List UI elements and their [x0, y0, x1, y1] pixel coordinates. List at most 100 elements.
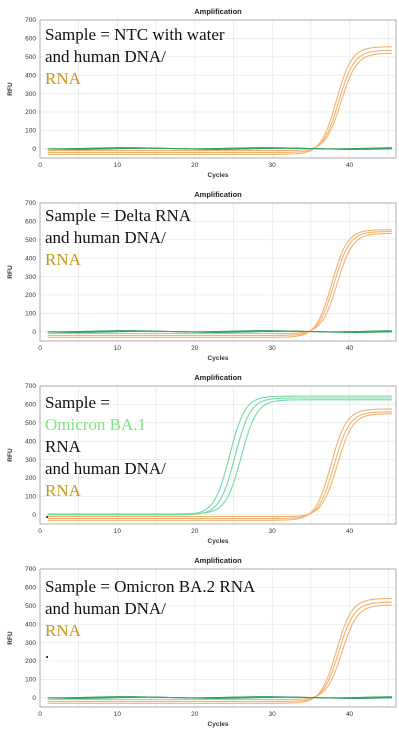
y-tick-label: 100 — [25, 494, 36, 501]
amplification-curve — [47, 408, 393, 521]
y-tick-label: 600 — [25, 585, 36, 592]
x-axis-label: Cycles — [208, 721, 229, 728]
annotation-line-2: and human DNA/RNA — [45, 227, 191, 271]
sample-annotation: Sample = NTC with water and human DNA/RN… — [45, 24, 225, 90]
chart-title: Amplification — [194, 373, 242, 382]
annotation-line-1: Sample = Omicron BA.1 RNA — [45, 392, 166, 458]
x-tick-label: 20 — [191, 162, 199, 169]
amplification-curve — [47, 229, 393, 338]
x-tick-label: 0 — [38, 162, 42, 169]
chart-title: Amplification — [194, 7, 242, 16]
plot-frame — [39, 568, 397, 708]
annotation-text: and human DNA/ — [45, 599, 166, 618]
annotation-highlight-rna: RNA — [45, 250, 81, 269]
y-axis-label: RFU — [7, 631, 14, 645]
y-tick-label: 0 — [32, 695, 36, 702]
x-tick-label: 30 — [269, 345, 277, 352]
annotation-text: and human DNA/ — [45, 228, 166, 247]
annotation-text: Sample = Delta RNA — [45, 206, 192, 225]
y-tick-label: 300 — [25, 640, 36, 647]
x-tick-label: 10 — [114, 528, 122, 535]
annotation-text: . — [45, 503, 50, 522]
y-axis-label: RFU — [7, 265, 14, 279]
annotation-text: Sample = — [45, 393, 110, 412]
y-tick-label: 400 — [25, 72, 36, 79]
x-tick-label: 20 — [191, 528, 199, 535]
amplification-curve — [47, 397, 393, 516]
amplification-panel-omicron-ba2: Amplification 0 100 200 300 400 500 600 700 0 10 20… — [0, 549, 399, 732]
sample-annotation: Sample = Omicron BA.1 RNA and human DNA/… — [45, 392, 166, 524]
y-tick-label: 600 — [25, 36, 36, 43]
y-tick-label: 500 — [25, 420, 36, 427]
amplification-chart: Amplification 0 100 200 300 400 500 600 700 0 10 20… — [7, 190, 397, 362]
annotation-highlight-rna: RNA — [45, 621, 81, 640]
y-tick-label: 500 — [25, 237, 36, 244]
plot-frame — [39, 202, 397, 342]
y-tick-label: 600 — [25, 219, 36, 226]
annotation-line-1: Sample = Delta RNA — [45, 205, 191, 227]
x-tick-label: 10 — [114, 711, 122, 718]
y-tick-label: 400 — [25, 255, 36, 262]
y-tick-label: 0 — [32, 146, 36, 153]
annotation-line-2: and human DNA/RNA. — [45, 458, 166, 524]
y-tick-label: 700 — [25, 200, 36, 207]
amplification-curve — [47, 231, 393, 337]
y-tick-label: 600 — [25, 402, 36, 409]
x-tick-label: 0 — [38, 711, 42, 718]
y-tick-label: 0 — [32, 512, 36, 519]
x-axis-label: Cycles — [208, 172, 229, 179]
y-tick-label: 100 — [25, 311, 36, 318]
annotation-line-1: Sample = NTC with water — [45, 24, 225, 46]
y-tick-label: 200 — [25, 109, 36, 116]
y-tick-label: 200 — [25, 475, 36, 482]
annotation-highlight-rna: RNA — [45, 69, 81, 88]
y-tick-label: 300 — [25, 274, 36, 281]
y-axis-label: RFU — [7, 82, 14, 96]
annotation-text: and human DNA/ — [45, 459, 166, 478]
y-tick-label: 500 — [25, 54, 36, 61]
annotation-highlight-omicron: Omicron BA.1 — [45, 415, 147, 434]
y-tick-label: 700 — [25, 17, 36, 24]
amplification-curve — [47, 604, 393, 701]
x-tick-label: 40 — [346, 162, 354, 169]
baseline-curve — [47, 696, 393, 699]
chart-title: Amplification — [194, 556, 242, 565]
y-tick-label: 100 — [25, 677, 36, 684]
y-tick-label: 100 — [25, 128, 36, 135]
x-axis-label: Cycles — [208, 355, 229, 362]
x-tick-label: 40 — [346, 345, 354, 352]
x-tick-label: 10 — [114, 345, 122, 352]
x-tick-label: 20 — [191, 345, 199, 352]
x-tick-label: 20 — [191, 711, 199, 718]
x-tick-label: 40 — [346, 528, 354, 535]
sample-annotation: Sample = Omicron BA.2 RNA and human DNA/… — [45, 576, 255, 664]
plot-frame — [39, 385, 397, 525]
annotation-text: Sample = Omicron BA.2 RNA — [45, 577, 256, 596]
y-tick-label: 700 — [25, 566, 36, 573]
y-tick-label: 400 — [25, 621, 36, 628]
sample-annotation: Sample = Delta RNA and human DNA/RNA — [45, 205, 191, 271]
annotation-text: RNA — [45, 437, 81, 456]
amplification-curve — [47, 46, 393, 155]
y-tick-label: 300 — [25, 457, 36, 464]
y-tick-label: 300 — [25, 91, 36, 98]
amplification-panel-omicron-ba1: Amplification 0 100 200 300 400 500 600 700 0 10 20… — [0, 366, 399, 549]
y-tick-label: 0 — [32, 329, 36, 336]
baseline-curve — [47, 147, 393, 150]
annotation-line-2: and human DNA/RNA — [45, 46, 225, 90]
amplification-panel-ntc: Amplification 0 100 200 300 400 500 600 700 0 10 20… — [0, 0, 399, 183]
x-tick-label: 10 — [114, 162, 122, 169]
amplification-curve — [47, 597, 393, 704]
amplification-curve — [47, 49, 393, 154]
amplification-curve — [47, 399, 393, 515]
x-tick-label: 30 — [269, 528, 277, 535]
annotation-highlight-rna: RNA — [45, 481, 81, 500]
plot-frame — [39, 19, 397, 159]
y-tick-label: 700 — [25, 383, 36, 390]
amplification-panel-delta: Amplification 0 100 200 300 400 500 600 700 0 10 20… — [0, 183, 399, 366]
x-tick-label: 40 — [346, 711, 354, 718]
amplification-chart: Amplification 0 100 200 300 400 500 600 700 0 10 20… — [7, 7, 397, 179]
y-tick-label: 500 — [25, 603, 36, 610]
x-tick-label: 0 — [38, 345, 42, 352]
amplification-curve — [47, 52, 393, 152]
